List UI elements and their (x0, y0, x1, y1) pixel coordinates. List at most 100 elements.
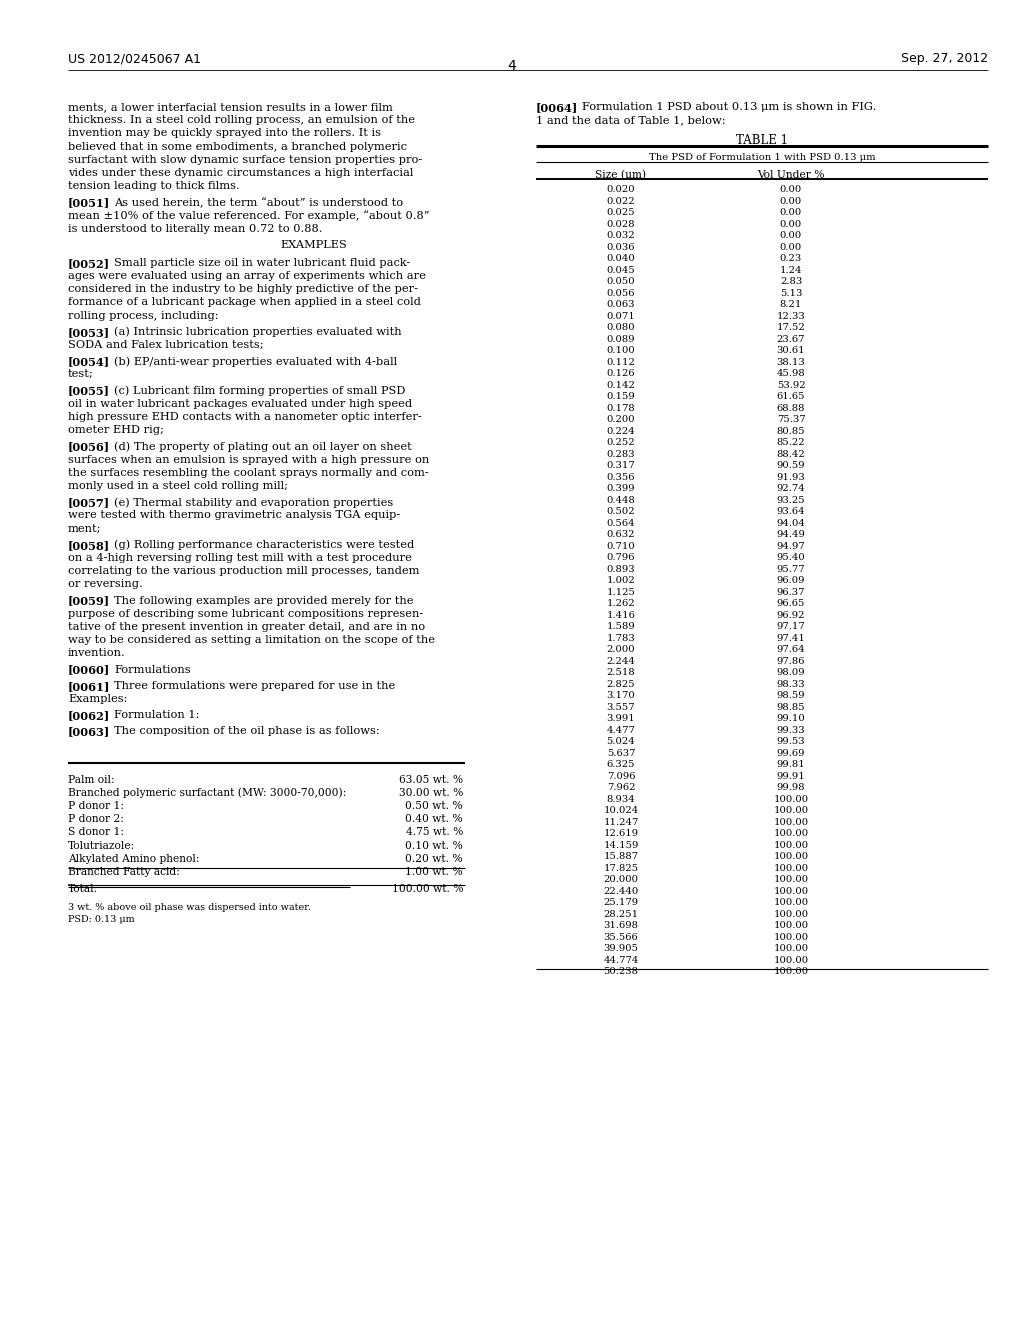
Text: were tested with thermo gravimetric analysis TGA equip-: were tested with thermo gravimetric anal… (68, 511, 400, 520)
Text: 0.050: 0.050 (606, 277, 635, 286)
Text: 0.317: 0.317 (606, 461, 635, 470)
Text: 0.028: 0.028 (606, 219, 635, 228)
Text: P donor 2:: P donor 2: (68, 814, 124, 824)
Text: Branched polymeric surfactant (MW: 3000-70,000):: Branched polymeric surfactant (MW: 3000-… (68, 788, 346, 799)
Text: 0.283: 0.283 (606, 450, 635, 458)
Text: 0.23: 0.23 (780, 253, 802, 263)
Text: rolling process, including:: rolling process, including: (68, 310, 218, 321)
Text: 23.67: 23.67 (777, 334, 805, 343)
Text: 1.24: 1.24 (779, 265, 802, 275)
Text: 100.00: 100.00 (773, 944, 809, 953)
Text: [0055]: [0055] (68, 385, 110, 396)
Text: purpose of describing some lubricant compositions represen-: purpose of describing some lubricant com… (68, 609, 423, 619)
Text: [0054]: [0054] (68, 356, 111, 367)
Text: 0.036: 0.036 (607, 243, 635, 252)
Text: monly used in a steel cold rolling mill;: monly used in a steel cold rolling mill; (68, 480, 288, 491)
Text: [0056]: [0056] (68, 441, 111, 453)
Text: 97.64: 97.64 (776, 645, 805, 653)
Text: 0.564: 0.564 (606, 519, 635, 528)
Text: 63.05 wt. %: 63.05 wt. % (399, 775, 463, 784)
Text: 8.21: 8.21 (780, 300, 802, 309)
Text: 94.04: 94.04 (776, 519, 806, 528)
Text: [0051]: [0051] (68, 198, 111, 209)
Text: 100.00: 100.00 (773, 851, 809, 861)
Text: 0.032: 0.032 (606, 231, 635, 240)
Text: 0.00: 0.00 (780, 197, 802, 206)
Text: 0.089: 0.089 (606, 334, 635, 343)
Text: 96.09: 96.09 (777, 576, 805, 585)
Text: on a 4-high reversing rolling test mill with a test procedure: on a 4-high reversing rolling test mill … (68, 553, 412, 562)
Text: 35.566: 35.566 (603, 932, 638, 941)
Text: 100.00: 100.00 (773, 795, 809, 804)
Text: 0.356: 0.356 (607, 473, 635, 482)
Text: correlating to the various production mill processes, tandem: correlating to the various production mi… (68, 566, 420, 576)
Text: 20.000: 20.000 (603, 875, 639, 884)
Text: 0.022: 0.022 (606, 197, 635, 206)
Text: 98.33: 98.33 (776, 680, 805, 689)
Text: 1.589: 1.589 (606, 622, 635, 631)
Text: 10.024: 10.024 (603, 807, 639, 814)
Text: The following examples are provided merely for the: The following examples are provided mere… (114, 595, 414, 606)
Text: 39.905: 39.905 (603, 944, 639, 953)
Text: Formulation 1 PSD about 0.13 μm is shown in FIG.: Formulation 1 PSD about 0.13 μm is shown… (582, 102, 877, 112)
Text: 2.518: 2.518 (606, 668, 635, 677)
Text: 90.59: 90.59 (776, 461, 805, 470)
Text: TABLE 1: TABLE 1 (736, 135, 788, 148)
Text: 1.783: 1.783 (606, 634, 635, 643)
Text: 2.825: 2.825 (606, 680, 635, 689)
Text: 45.98: 45.98 (776, 370, 805, 378)
Text: Formulations: Formulations (114, 664, 190, 675)
Text: 1.125: 1.125 (606, 587, 636, 597)
Text: 3.557: 3.557 (606, 702, 635, 711)
Text: SODA and Falex lubrication tests;: SODA and Falex lubrication tests; (68, 341, 263, 350)
Text: 44.774: 44.774 (603, 956, 639, 965)
Text: 31.698: 31.698 (603, 921, 639, 931)
Text: 0.063: 0.063 (607, 300, 635, 309)
Text: 99.33: 99.33 (776, 726, 805, 734)
Text: 0.796: 0.796 (607, 553, 635, 562)
Text: 96.65: 96.65 (777, 599, 805, 609)
Text: 95.77: 95.77 (776, 565, 805, 573)
Text: 0.40 wt. %: 0.40 wt. % (406, 814, 463, 824)
Text: ments, a lower interfacial tension results in a lower film: ments, a lower interfacial tension resul… (68, 102, 393, 112)
Text: 93.25: 93.25 (776, 495, 805, 504)
Text: Tolutriazole:: Tolutriazole: (68, 841, 135, 850)
Text: 75.37: 75.37 (776, 414, 805, 424)
Text: 99.91: 99.91 (776, 771, 805, 780)
Text: 0.100: 0.100 (606, 346, 635, 355)
Text: 100.00: 100.00 (773, 921, 809, 931)
Text: 50.238: 50.238 (603, 968, 639, 975)
Text: 97.17: 97.17 (776, 622, 805, 631)
Text: 0.020: 0.020 (606, 185, 635, 194)
Text: 100.00: 100.00 (773, 956, 809, 965)
Text: [0061]: [0061] (68, 681, 111, 692)
Text: 92.74: 92.74 (776, 484, 805, 492)
Text: 17.825: 17.825 (603, 863, 639, 873)
Text: 0.142: 0.142 (606, 380, 636, 389)
Text: 88.42: 88.42 (776, 450, 805, 458)
Text: 0.045: 0.045 (606, 265, 635, 275)
Text: 100.00: 100.00 (773, 909, 809, 919)
Text: 1.00 wt. %: 1.00 wt. % (406, 867, 463, 876)
Text: [0062]: [0062] (68, 710, 111, 721)
Text: 0.00: 0.00 (780, 231, 802, 240)
Text: 22.440: 22.440 (603, 887, 639, 895)
Text: 100.00 wt. %: 100.00 wt. % (391, 884, 463, 894)
Text: 25.179: 25.179 (603, 898, 639, 907)
Text: surfaces when an emulsion is sprayed with a high pressure on: surfaces when an emulsion is sprayed wit… (68, 454, 429, 465)
Text: Palm oil:: Palm oil: (68, 775, 115, 784)
Text: 96.37: 96.37 (777, 587, 805, 597)
Text: 100.00: 100.00 (773, 863, 809, 873)
Text: 1 and the data of Table 1, below:: 1 and the data of Table 1, below: (536, 115, 725, 125)
Text: 30.61: 30.61 (776, 346, 805, 355)
Text: [0063]: [0063] (68, 726, 111, 738)
Text: 99.53: 99.53 (776, 737, 805, 746)
Text: [0060]: [0060] (68, 664, 111, 676)
Text: 38.13: 38.13 (776, 358, 805, 367)
Text: Total:: Total: (68, 884, 98, 894)
Text: 4.75 wt. %: 4.75 wt. % (406, 828, 463, 837)
Text: 1.002: 1.002 (606, 576, 635, 585)
Text: 99.69: 99.69 (777, 748, 805, 758)
Text: 0.126: 0.126 (606, 370, 635, 378)
Text: 80.85: 80.85 (776, 426, 805, 436)
